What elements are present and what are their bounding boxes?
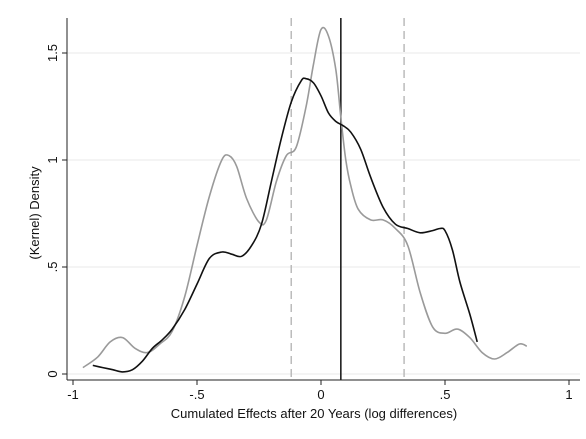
x-tick-label: -.5 [189,387,204,402]
x-tick-label: -1 [67,387,79,402]
y-tick-label: .5 [45,262,60,273]
reference-lines [290,18,405,380]
density-line-gray [82,26,528,369]
y-tick-label: 1.5 [45,44,60,62]
x-tick-label: 1 [565,387,572,402]
x-tick-label: .5 [440,387,451,402]
y-ticks: 0 .5 1 1.5 [45,44,67,378]
x-axis-title: Cumulated Effects after 20 Years (log di… [171,406,457,421]
series-group [82,26,528,373]
density-line-black [92,77,478,373]
y-tick-label: 1 [45,156,60,163]
x-ticks: -1 -.5 0 .5 1 [67,380,573,402]
gridlines [67,52,580,375]
y-axis-title: (Kernel) Density [27,166,42,260]
y-tick-label: 0 [45,370,60,377]
x-tick-label: 0 [317,387,324,402]
